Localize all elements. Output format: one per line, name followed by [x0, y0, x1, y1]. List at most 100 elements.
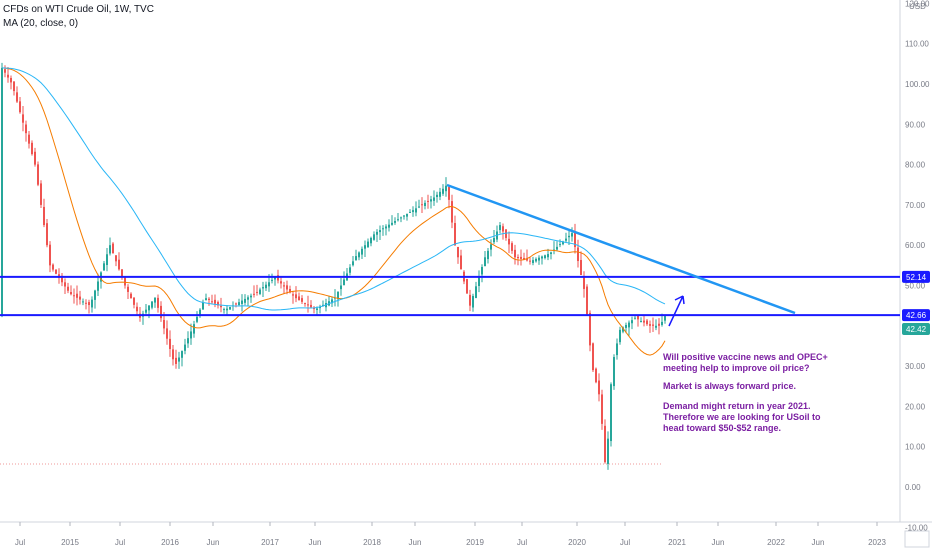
candle-body	[460, 255, 462, 270]
price-tick-label: 30.00	[905, 362, 926, 371]
settings-gear-icon[interactable]	[904, 530, 930, 548]
candle-body	[610, 384, 612, 442]
candle-body	[148, 305, 150, 311]
time-tick-label: Jun	[309, 538, 322, 547]
candle-body	[637, 315, 639, 320]
candle-body	[640, 320, 642, 322]
trend-line[interactable]	[446, 183, 796, 315]
candle-body	[256, 291, 258, 293]
price-tick-label: 10.00	[905, 443, 926, 452]
candle-body	[427, 200, 429, 202]
time-tick-label: 2018	[363, 538, 381, 547]
price-label-badge	[902, 270, 930, 283]
candle-body	[397, 219, 399, 221]
candle-body	[130, 293, 132, 299]
candle-body	[229, 306, 231, 310]
candle-body	[451, 201, 453, 223]
candle-body	[535, 258, 537, 262]
time-tick-label: 2022	[767, 538, 785, 547]
candle-body	[199, 309, 201, 317]
candle-body	[598, 380, 600, 395]
time-tick-label: 2017	[261, 538, 279, 547]
candle-body	[385, 226, 387, 229]
candle-body	[34, 151, 36, 165]
candle-body	[106, 254, 108, 266]
price-tick-label: 70.00	[905, 201, 926, 210]
price-tick-label: 20.00	[905, 402, 926, 411]
candle-body	[502, 226, 504, 232]
candle-body	[52, 264, 54, 270]
candle-body	[301, 298, 303, 302]
candle-body	[274, 277, 276, 280]
candle-body	[169, 338, 171, 349]
candle-body	[457, 246, 459, 258]
price-axis-ticks: -10.000.0010.0020.0030.0040.0050.0060.00…	[905, 0, 930, 532]
annotation-demand: Demand might return in year 2021. Theref…	[663, 401, 821, 433]
horizontal-levels[interactable]	[0, 275, 900, 317]
candle-body	[292, 294, 294, 296]
candle-body	[352, 261, 354, 266]
candle-body	[190, 331, 192, 339]
candle-body	[88, 302, 90, 306]
candle-body	[481, 266, 483, 275]
candle-body	[61, 275, 63, 283]
candle-body	[109, 245, 111, 254]
candle-body	[445, 185, 447, 192]
time-tick-label: 2016	[161, 538, 179, 547]
candle-body	[577, 247, 579, 262]
candle-body	[67, 286, 69, 291]
candle-body	[547, 254, 549, 258]
candle-body	[394, 221, 396, 223]
candle-body	[433, 197, 435, 201]
candle-body	[316, 308, 318, 310]
moving-averages	[1, 67, 666, 356]
candle-body	[217, 302, 219, 306]
candle-body	[220, 305, 222, 308]
annotation-forward-price: Market is always forward price.	[663, 381, 797, 391]
candle-body	[10, 77, 12, 83]
price-tick-label: 0.00	[905, 483, 921, 492]
candle-body	[604, 425, 606, 463]
candle-body	[571, 233, 573, 237]
price-tick-label: 50.00	[905, 282, 926, 291]
candle-body	[97, 281, 99, 291]
candle-body	[1, 67, 3, 317]
candle-body	[487, 250, 489, 260]
candle-body	[157, 297, 159, 308]
candle-body	[349, 267, 351, 273]
candle-body	[193, 324, 195, 334]
candle-body	[442, 188, 444, 194]
candle-body	[499, 225, 501, 231]
candle-body	[331, 299, 333, 304]
candle-body	[424, 202, 426, 207]
candle-body	[544, 255, 546, 259]
candle-body	[172, 349, 174, 360]
candle-body	[550, 252, 552, 255]
time-tick-label: 2015	[61, 538, 79, 547]
candle-body	[616, 343, 618, 356]
candle-body	[412, 210, 414, 212]
candle-body	[268, 282, 270, 287]
candle-body	[250, 295, 252, 298]
candle-body	[64, 282, 66, 287]
candle-body	[289, 288, 291, 293]
candle-body	[238, 302, 240, 306]
candle-body	[16, 92, 18, 102]
candle-body	[409, 211, 411, 213]
candle-body	[214, 299, 216, 304]
time-tick-label: Jun	[812, 538, 825, 547]
candle-body	[136, 306, 138, 312]
plot-area[interactable]	[0, 0, 900, 522]
up-arrow-icon[interactable]	[668, 295, 685, 327]
candle-body	[646, 320, 648, 325]
candle-body	[568, 235, 570, 238]
candle-body	[421, 204, 423, 206]
candle-body	[367, 241, 369, 248]
price-tick-label: 80.00	[905, 161, 926, 170]
candle-body	[400, 217, 402, 219]
candle-body	[265, 284, 267, 289]
candle-body	[661, 321, 663, 325]
candle-body	[187, 338, 189, 344]
candle-body	[73, 295, 75, 297]
